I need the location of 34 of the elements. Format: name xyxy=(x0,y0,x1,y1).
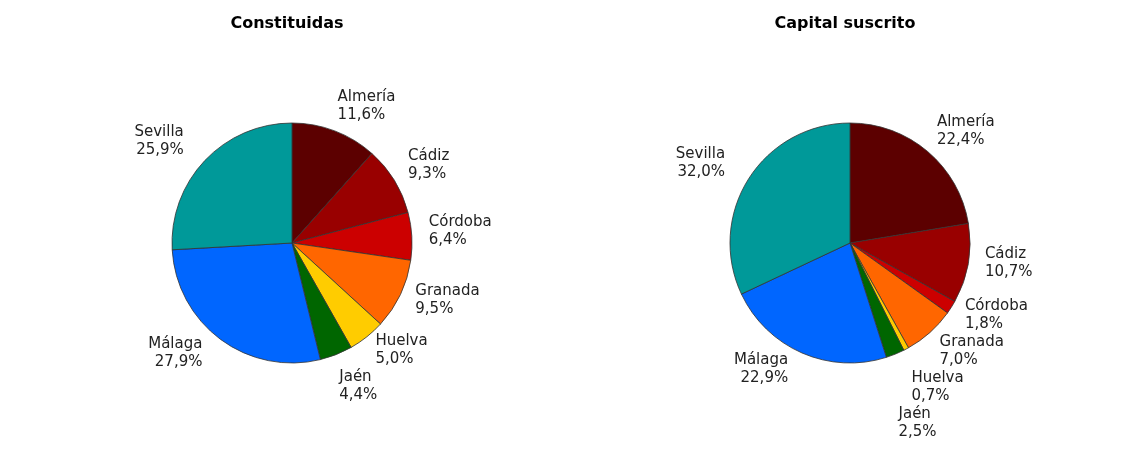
slice-label: Almería xyxy=(337,87,396,106)
slice-label: Cádiz xyxy=(408,145,450,164)
data-label: 0,7% xyxy=(911,386,950,405)
slice-label: Jaén xyxy=(897,404,931,423)
data-label: 6,4% xyxy=(428,229,467,248)
slice-label: Málaga xyxy=(148,334,203,353)
data-label: 9,3% xyxy=(408,163,447,182)
slice-label: Córdoba xyxy=(428,211,492,230)
data-label: 4,4% xyxy=(339,385,378,404)
slice-label: Jaén xyxy=(338,367,372,386)
data-label: 22,4% xyxy=(936,129,985,148)
slice-label: Huelva xyxy=(911,368,964,387)
slice-label: Granada xyxy=(415,280,480,299)
slice-label: Sevilla xyxy=(134,122,184,141)
data-label: 10,7% xyxy=(984,262,1033,281)
slice-label: Huelva xyxy=(375,331,428,350)
slice-label: Almería xyxy=(936,111,995,130)
data-label: 32,0% xyxy=(677,161,726,180)
data-label: 11,6% xyxy=(337,105,386,124)
data-label: 5,0% xyxy=(375,349,414,368)
slice-label: Córdoba xyxy=(964,296,1028,315)
data-label: 9,5% xyxy=(415,298,454,317)
data-label: 7,0% xyxy=(939,350,978,369)
slice-label: Sevilla xyxy=(675,143,726,162)
data-label: 1,8% xyxy=(964,314,1003,333)
data-label: 27,9% xyxy=(154,352,203,371)
slice-label: Granada xyxy=(939,332,1004,351)
data-label: 22,9% xyxy=(740,368,789,387)
data-label: 2,5% xyxy=(898,422,937,441)
chart-title: Constituidas xyxy=(229,12,345,34)
chart-title: Capital suscrito xyxy=(773,12,917,34)
slice-label: Málaga xyxy=(733,350,789,369)
data-label: 25,9% xyxy=(136,140,184,159)
slice-label: Cádiz xyxy=(984,244,1027,263)
